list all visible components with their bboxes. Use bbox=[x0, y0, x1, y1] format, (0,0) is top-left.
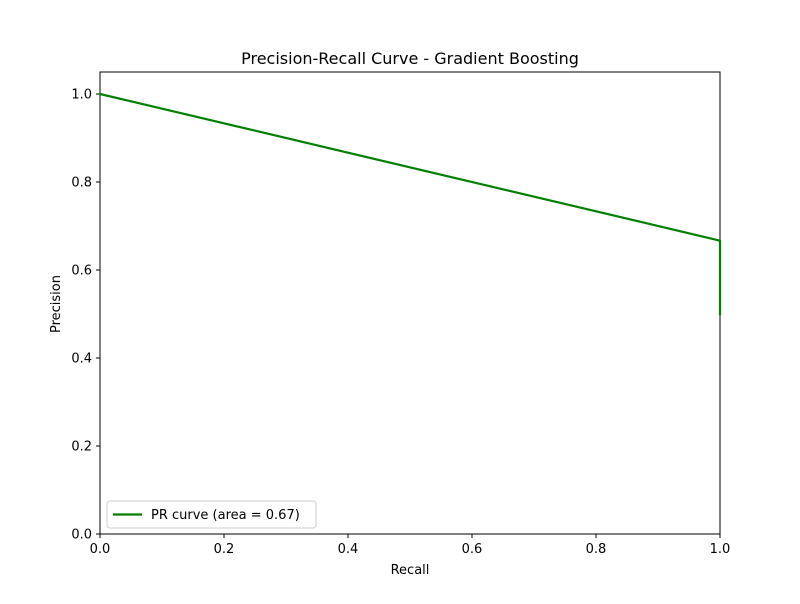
axes-frame bbox=[99, 71, 721, 535]
y-tick-label: 1.0 bbox=[71, 88, 92, 103]
plot-area: 0.0 0.2 0.4 0.6 0.8 1.0 0.0 0.2 0.4 0.6 0.8 1.0 bbox=[71, 71, 731, 557]
chart-legend: PR curve (area = 0.67) bbox=[106, 500, 317, 529]
x-tick-label: 0.4 bbox=[338, 542, 359, 557]
y-tick-label: 0.6 bbox=[71, 264, 92, 279]
x-tick-label: 1.0 bbox=[710, 542, 731, 557]
x-tick-label: 0.6 bbox=[462, 542, 483, 557]
x-tick-label: 0.2 bbox=[214, 542, 235, 557]
y-tick-label: 0.0 bbox=[71, 528, 92, 543]
x-tick-label: 0.8 bbox=[586, 542, 607, 557]
chart-title: Precision-Recall Curve - Gradient Boosti… bbox=[241, 49, 579, 68]
y-axis-label: Precision bbox=[49, 275, 64, 333]
y-tick-label: 0.4 bbox=[71, 352, 92, 367]
legend-box bbox=[106, 500, 317, 529]
x-axis-label: Recall bbox=[391, 563, 430, 578]
x-tick-label: 0.0 bbox=[90, 542, 111, 557]
legend-label: PR curve (area = 0.67) bbox=[151, 508, 300, 523]
series-line-pr-curve bbox=[98, 92, 722, 316]
y-tick-label: 0.2 bbox=[71, 440, 92, 455]
y-tick-label: 0.8 bbox=[71, 176, 92, 191]
